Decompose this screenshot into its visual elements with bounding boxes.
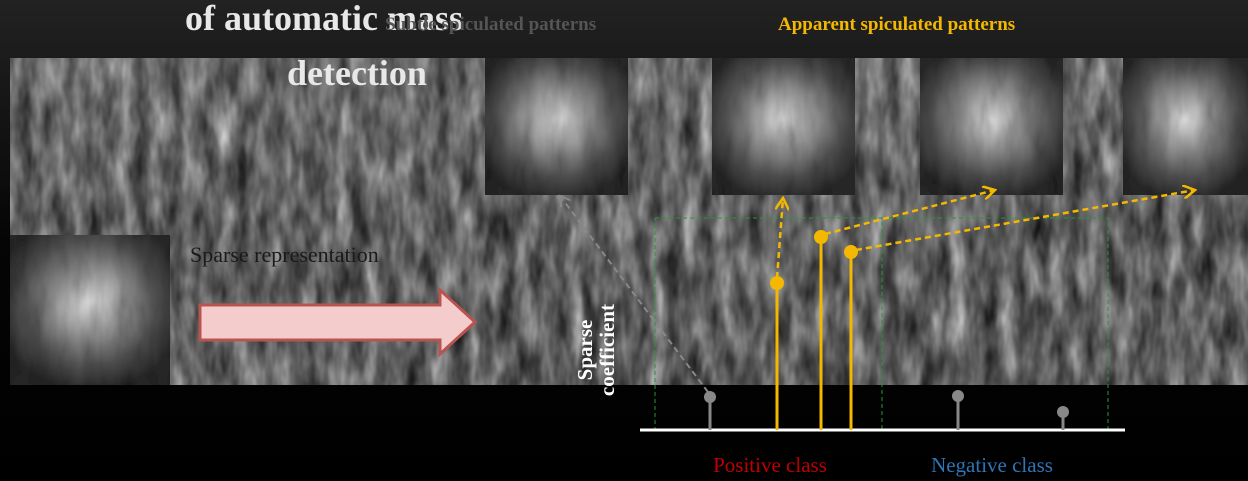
- stem-head: [814, 230, 828, 244]
- atom-patch: [712, 58, 855, 195]
- apparent-label: Apparent spiculated patterns: [778, 14, 1015, 35]
- y-label-line: Sparse: [573, 320, 597, 381]
- stem-head: [952, 390, 964, 402]
- atom-patch: [1123, 58, 1248, 195]
- atom-patch: [920, 58, 1063, 195]
- stem-head: [1057, 406, 1069, 418]
- query-patch: [10, 235, 170, 385]
- y-label-line: coefficient: [595, 304, 619, 396]
- stem-head: [704, 391, 716, 403]
- title-line: detection: [287, 53, 427, 93]
- negative-label: Negative class: [931, 453, 1053, 477]
- slide: of automatic mass detection Subtle spicu…: [0, 0, 1248, 481]
- representation-label: Sparse representation: [190, 242, 379, 267]
- stem-head: [770, 276, 784, 290]
- stem-head: [844, 245, 858, 259]
- atom-patch: [485, 58, 628, 195]
- positive-label: Positive class: [713, 453, 827, 477]
- subtle-label: Subtle spiculated patterns: [385, 14, 596, 35]
